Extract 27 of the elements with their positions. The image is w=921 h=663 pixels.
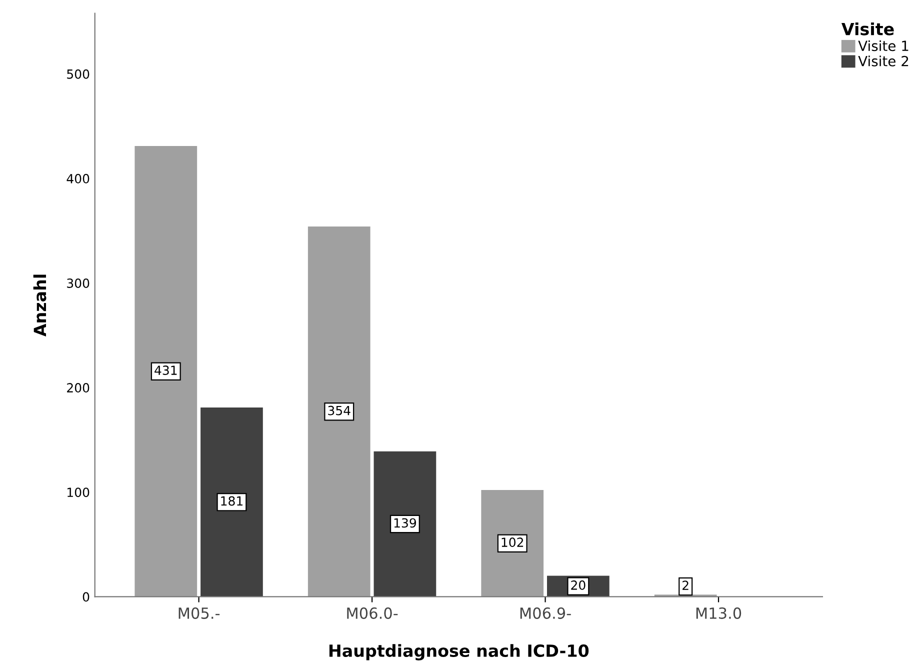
data-label: 139 xyxy=(394,518,416,528)
data-label: 102 xyxy=(502,538,524,547)
legend-label: Visite 2 xyxy=(858,56,908,66)
bar xyxy=(481,490,544,597)
legend-title: Visite xyxy=(841,22,894,36)
data-label: 354 xyxy=(328,406,350,416)
bar xyxy=(200,407,263,597)
y-tick-label: 200 xyxy=(67,383,90,393)
y-tick-label: 100 xyxy=(68,488,90,498)
x-tick-label: M05.- xyxy=(178,607,220,619)
data-label: 20 xyxy=(571,580,586,590)
y-axis-title: Anzahl xyxy=(33,274,46,337)
bar xyxy=(374,451,436,597)
data-label: 431 xyxy=(154,366,177,375)
y-tick-label: 400 xyxy=(66,174,90,184)
x-tick-label: M06.0- xyxy=(347,607,398,619)
y-tick-label: 500 xyxy=(67,69,90,79)
x-axis-title: Hauptdiagnose nach ICD-10 xyxy=(329,644,589,660)
data-label: 181 xyxy=(221,496,242,506)
bar xyxy=(308,226,370,597)
y-tick-label: 0 xyxy=(82,592,90,602)
bar xyxy=(134,146,198,597)
legend-label: Visite 1 xyxy=(858,40,908,52)
x-tick-label: M13.0 xyxy=(696,607,742,619)
data-label: 2 xyxy=(682,580,688,590)
x-tick-label: M06.9- xyxy=(520,607,571,619)
y-tick-label: 300 xyxy=(67,278,90,288)
